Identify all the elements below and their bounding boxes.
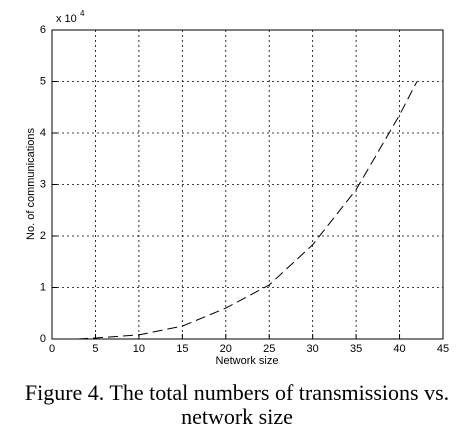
caption: network size: [181, 404, 293, 426]
y-tick-label: 2: [40, 230, 46, 242]
y-tick-label: 3: [40, 178, 46, 190]
x-axis-label: Network size: [216, 355, 279, 367]
x-tick-label: 0: [49, 343, 55, 355]
y-tick-label: 5: [40, 75, 46, 87]
x-tick-label: 10: [133, 343, 145, 355]
x-tick-label: 15: [176, 343, 188, 355]
y-multiplier: x 10: [56, 13, 77, 25]
x-tick-label: 20: [220, 343, 232, 355]
y-tick-label: 1: [40, 281, 46, 293]
y-tick-label: 4: [40, 127, 46, 139]
y-axis-label: No. of communications: [25, 128, 37, 240]
y-multiplier-exponent: 4: [80, 9, 85, 18]
data-line: [78, 81, 418, 340]
x-tick-label: 45: [437, 343, 449, 355]
x-tick-label: 35: [350, 343, 362, 355]
caption: Figure 4. The total numbers of transmiss…: [25, 380, 449, 405]
x-tick-label: 40: [393, 343, 405, 355]
y-tick-label: 0: [40, 333, 46, 345]
x-tick-label: 5: [92, 343, 98, 355]
y-tick-label: 6: [40, 24, 46, 36]
x-tick-label: 30: [307, 343, 319, 355]
x-tick-label: 25: [263, 343, 275, 355]
